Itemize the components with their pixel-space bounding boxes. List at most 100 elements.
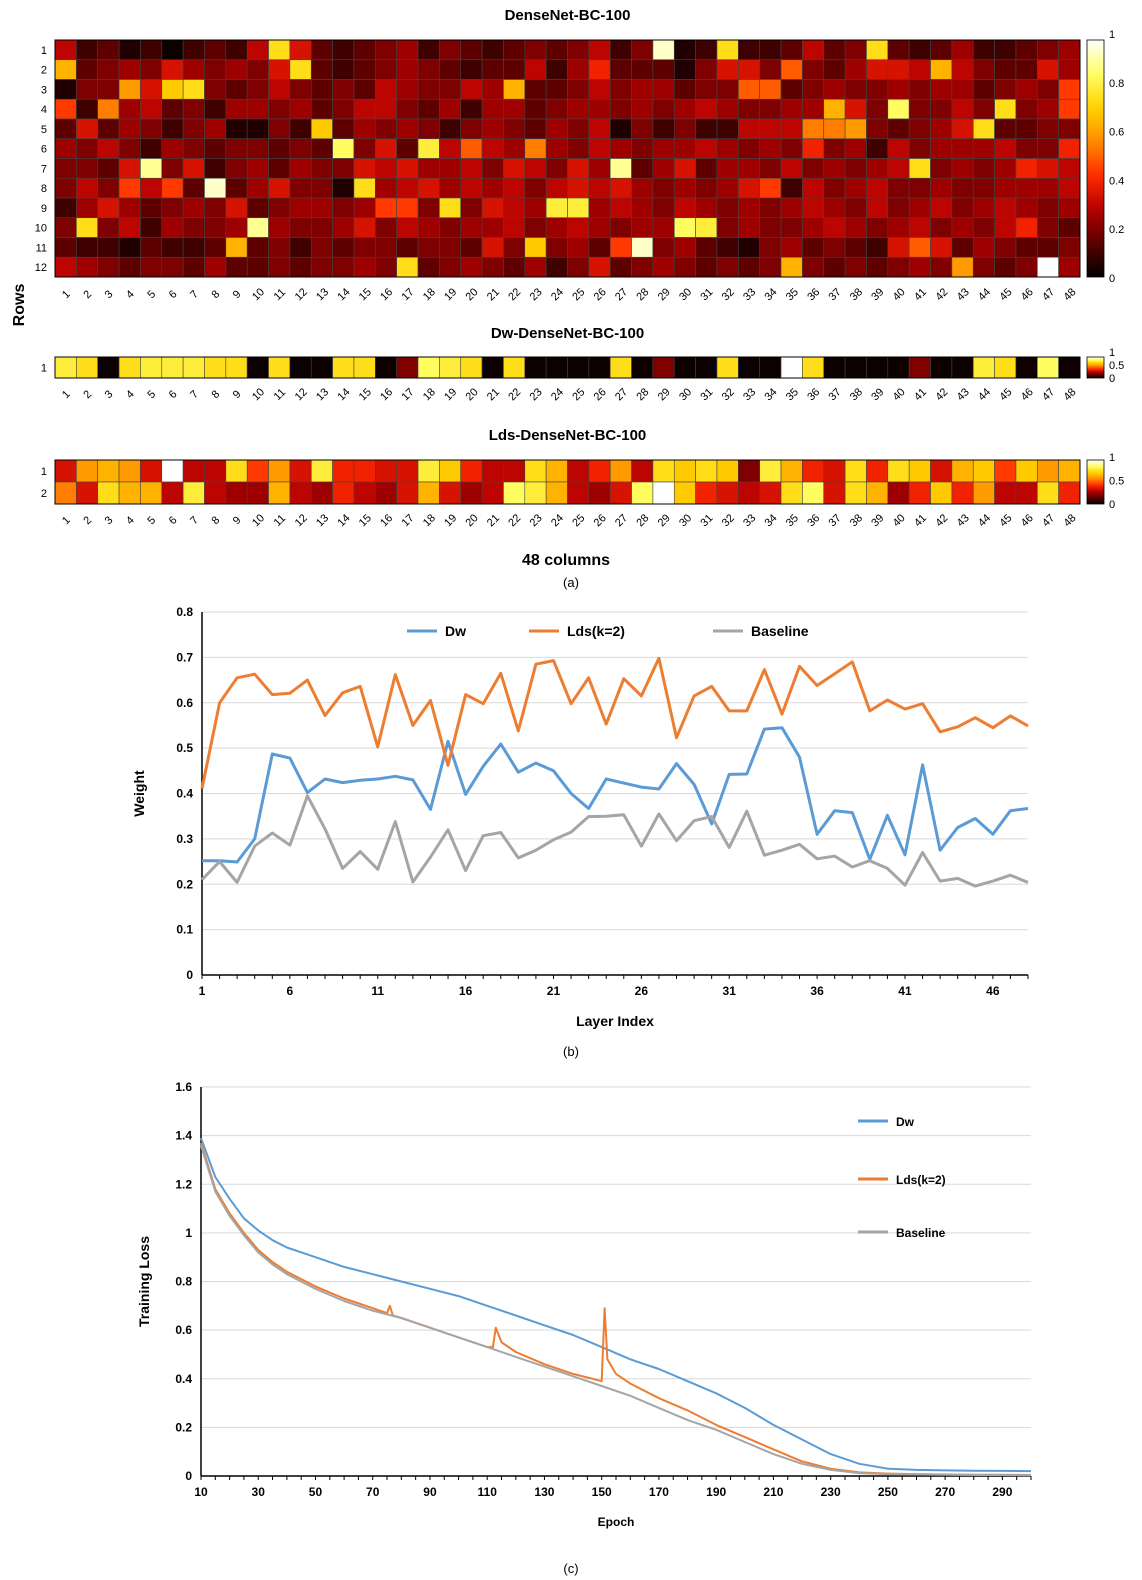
- heatmap-column-label: 19: [442, 512, 459, 529]
- heatmap-column-label: 31: [698, 386, 715, 403]
- heatmap-cell: [481, 217, 504, 238]
- heatmap-column-label: 18: [421, 512, 438, 529]
- heatmap-cell: [246, 158, 269, 179]
- heatmap-cell: [460, 158, 483, 179]
- heatmap-cell: [631, 158, 654, 179]
- heatmap-column-label: 26: [592, 386, 609, 403]
- heatmap-column-label: 35: [784, 286, 801, 303]
- heatmap-cell: [972, 118, 995, 140]
- heatmap-column-label: 23: [528, 386, 545, 403]
- heatmap-cell: [310, 98, 333, 120]
- heatmap-column-label: 37: [827, 512, 844, 529]
- heatmap-cell: [823, 79, 846, 100]
- heatmap-cell: [140, 217, 163, 238]
- heatmap-cell: [268, 79, 291, 100]
- heatmap-column-label: 4: [124, 288, 137, 301]
- heatmap-cell: [545, 138, 568, 159]
- heatmap-row-label: 9: [41, 203, 47, 215]
- heatmap-cell: [503, 481, 526, 505]
- legend-entry: Lds(k=2): [567, 623, 625, 639]
- heatmap-frame: [54, 39, 1081, 278]
- heatmap-cell: [1015, 59, 1038, 80]
- heatmap-cell: [289, 158, 312, 179]
- heatmap-cell: [930, 237, 953, 258]
- heatmap-cell: [823, 158, 846, 179]
- heatmap-cell: [780, 459, 803, 483]
- heatmap-cell: [759, 158, 782, 179]
- heatmap-cell: [246, 177, 269, 199]
- heatmap-cell: [353, 459, 376, 483]
- heatmap-cell: [780, 39, 803, 61]
- heatmap-cell: [97, 59, 120, 80]
- heatmap-title: DenseNet-BC-100: [505, 7, 631, 24]
- heatmap-column-label: 36: [805, 286, 822, 303]
- heatmap-cell: [439, 256, 462, 278]
- heatmap-cell: [738, 177, 760, 199]
- heatmap-cell: [887, 59, 910, 80]
- heatmap-cell: [76, 177, 99, 199]
- heatmap-cell: [930, 158, 953, 179]
- colorbar: [1086, 459, 1105, 505]
- heatmap-column-label: 17: [399, 512, 416, 529]
- heatmap-cell: [1015, 79, 1038, 100]
- heatmap-cell: [844, 98, 867, 120]
- heatmap-cell: [524, 98, 547, 120]
- heatmap-cell: [844, 59, 867, 80]
- heatmap-cell: [503, 118, 526, 140]
- heatmap-column-label: 28: [634, 286, 651, 303]
- heatmap-cell: [780, 177, 803, 199]
- heatmap-cell: [54, 256, 77, 278]
- heatmap-cell: [545, 59, 568, 80]
- heatmap-column-label: 31: [698, 512, 715, 529]
- y-tick-label: 0: [186, 968, 193, 982]
- heatmap-cell: [353, 158, 376, 179]
- heatmap-column-label: 22: [506, 286, 523, 303]
- heatmap-cell: [802, 158, 825, 179]
- heatmap-cell: [1036, 39, 1059, 61]
- heatmap-cell: [118, 197, 141, 219]
- y-tick-label: 1.6: [175, 1080, 192, 1094]
- heatmap-cell: [332, 79, 355, 100]
- heatmap-cell: [567, 79, 590, 100]
- heatmap-cell: [780, 237, 803, 258]
- heatmap-cell: [609, 217, 632, 238]
- heatmap-cell: [609, 459, 632, 483]
- heatmap-column-label: 29: [656, 386, 673, 403]
- heatmap-cell: [994, 118, 1017, 140]
- heatmap-cell: [268, 98, 291, 120]
- heatmap-cell: [54, 118, 77, 140]
- y-tick-label: 0.2: [176, 877, 193, 891]
- heatmap-cell: [994, 177, 1017, 199]
- heatmap-cell: [695, 138, 718, 159]
- heatmap-cell: [972, 237, 995, 258]
- x-tick-label: 36: [810, 984, 824, 998]
- gridlines: [202, 611, 1028, 976]
- heatmap-column-label: 46: [1019, 512, 1036, 529]
- heatmap-cell: [332, 177, 355, 199]
- heatmap-cell: [97, 158, 120, 179]
- heatmap-cell: [802, 59, 825, 80]
- heatmap-column-label: 5: [145, 514, 158, 527]
- heatmap-cell: [182, 177, 205, 199]
- heatmap-cell: [1036, 79, 1059, 100]
- heatmap-cell: [695, 356, 718, 379]
- heatmap-cell: [54, 98, 77, 120]
- x-tick-label: 270: [935, 1485, 955, 1499]
- heatmap-cell: [460, 118, 483, 140]
- heatmap-cell: [289, 98, 312, 120]
- heatmap-cell: [310, 197, 333, 219]
- x-tick-label: 90: [423, 1485, 437, 1499]
- heatmap-cell: [524, 59, 547, 80]
- heatmap-cell: [823, 98, 846, 120]
- heatmap-cell: [951, 158, 974, 179]
- heatmap-cell: [204, 118, 227, 140]
- colorbar-tick-label: 0.5: [1109, 360, 1124, 372]
- heatmap-cell: [76, 39, 99, 61]
- heatmap-cell: [182, 98, 205, 120]
- heatmap-cell: [866, 98, 889, 120]
- heatmap-cell: [866, 79, 889, 100]
- heatmap-cell: [204, 177, 227, 199]
- heatmap-column-label: 42: [933, 286, 950, 303]
- heatmap-cell: [780, 138, 803, 159]
